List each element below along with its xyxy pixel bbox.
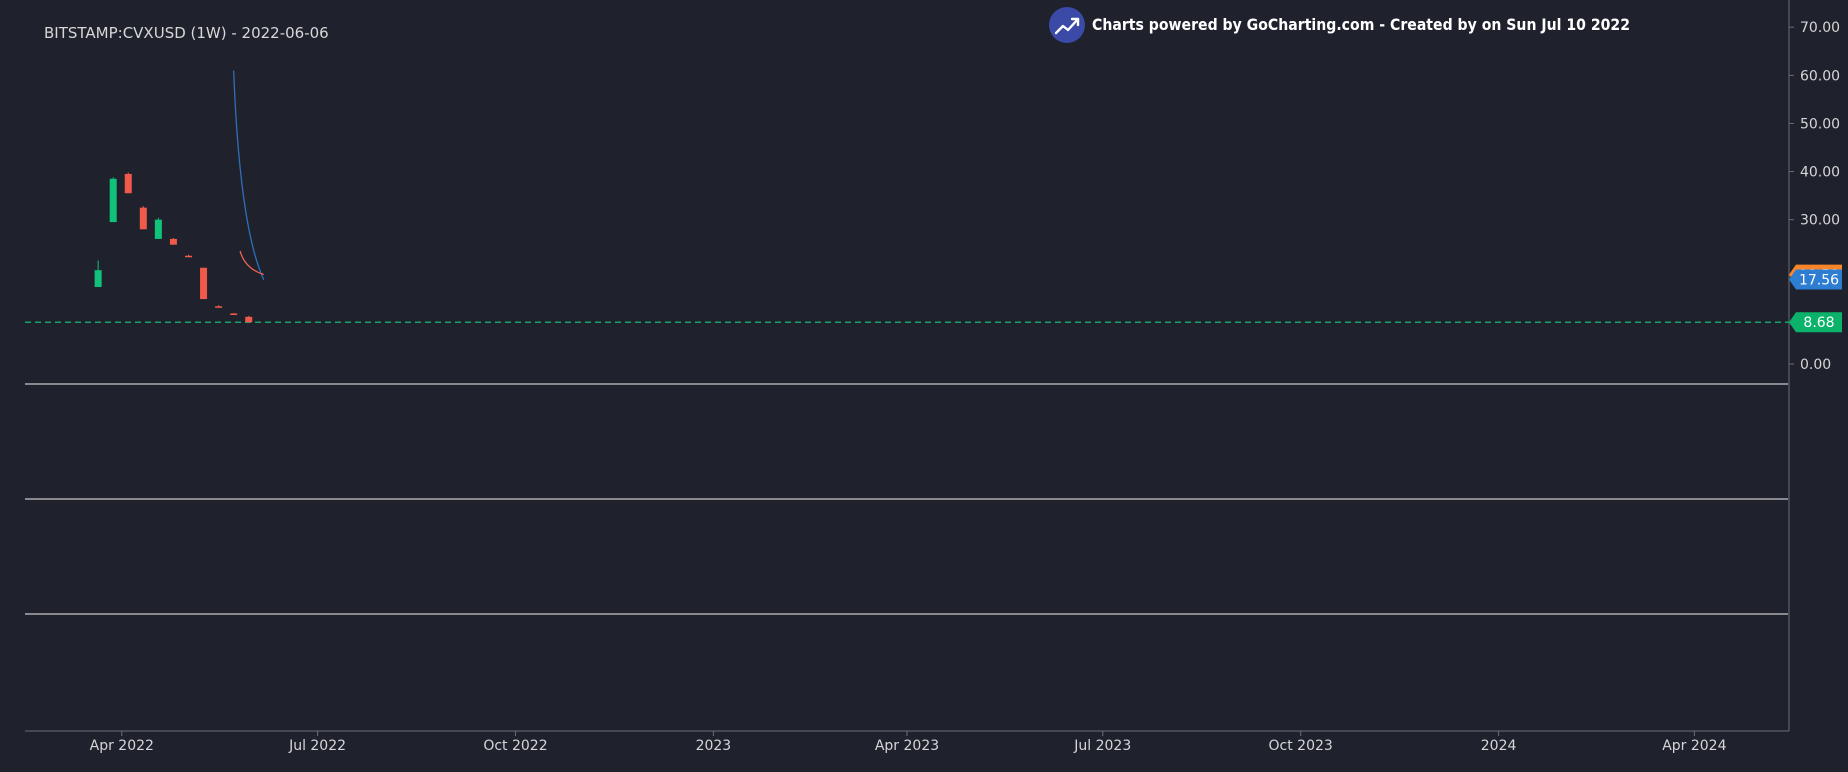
gocharting-logo <box>1049 7 1085 43</box>
trend-up-arrowhead <box>1070 17 1080 27</box>
x-tick-label: Apr 2022 <box>90 738 154 754</box>
y-tick-label: 70.00 <box>1800 20 1840 36</box>
price-label-text: 8.68 <box>1803 315 1834 331</box>
candle <box>169 237 177 245</box>
candle-body <box>124 173 132 194</box>
y-axis-ticks: 0.00 30.00 40.00 50.00 60.00 70.00 <box>1789 20 1840 373</box>
chart-title: BITSTAMP:CVXUSD (1W) - 2022-06-06 <box>44 24 329 42</box>
candle-body <box>154 219 162 239</box>
candle <box>230 313 238 315</box>
price-label: 8.68 <box>1789 312 1842 333</box>
candle-body <box>139 207 147 230</box>
overlay-line <box>239 250 264 276</box>
candle <box>200 267 208 300</box>
candle <box>94 260 102 288</box>
y-tick-label: 40.00 <box>1800 165 1840 181</box>
y-tick-label: 30.00 <box>1800 213 1840 229</box>
candle <box>124 172 132 194</box>
overlay-lines <box>233 70 265 281</box>
y-tick-label: 50.00 <box>1800 116 1840 132</box>
x-tick-label: Jul 2023 <box>1073 738 1131 754</box>
candle-body <box>109 178 117 223</box>
x-axis-ticks: Apr 2022 Jul 2022 Oct 2022 2023 Apr 2023 Jul … <box>90 731 1727 754</box>
candle-body <box>245 316 253 323</box>
candle-body <box>230 313 238 315</box>
price-label-badge <box>1789 312 1842 333</box>
candle-body <box>169 238 177 245</box>
x-tick-label: 2023 <box>696 738 732 754</box>
x-tick-label: Apr 2024 <box>1662 738 1726 754</box>
x-tick-label: Jul 2022 <box>288 738 346 754</box>
price-label: 17.56 <box>1789 269 1842 290</box>
price-labels: 18.5817.568.68 <box>1789 264 1842 333</box>
candles <box>94 172 253 323</box>
overlay-line <box>233 70 265 281</box>
y-tick-label: 60.00 <box>1800 68 1840 84</box>
candle <box>215 305 223 308</box>
candle <box>109 177 117 223</box>
candle <box>245 315 253 323</box>
candle-body <box>200 267 208 300</box>
candle-body <box>94 270 102 288</box>
price-label-badge <box>1789 269 1842 290</box>
candle-body <box>215 306 223 308</box>
candle <box>154 217 162 239</box>
x-tick-label: Oct 2023 <box>1269 738 1333 754</box>
price-label-text: 17.56 <box>1799 273 1839 289</box>
candle <box>184 254 192 258</box>
watermark-text: Charts powered by GoCharting.com - Creat… <box>1092 15 1630 34</box>
trend-up-icon <box>1054 17 1080 35</box>
gocharting-logo-icon <box>1049 7 1085 43</box>
candle <box>139 206 147 230</box>
y-tick-label: 0.00 <box>1800 357 1831 373</box>
x-tick-label: Apr 2023 <box>875 738 939 754</box>
x-tick-label: 2024 <box>1481 738 1517 754</box>
candle-body <box>184 255 192 258</box>
x-tick-label: Oct 2022 <box>483 738 547 754</box>
